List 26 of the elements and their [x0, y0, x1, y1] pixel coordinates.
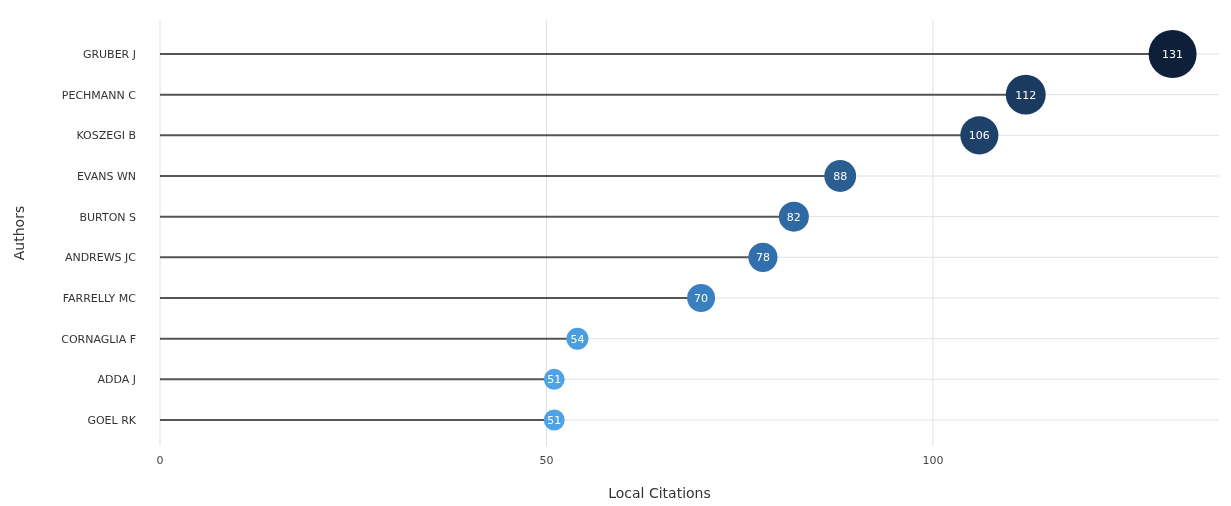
y-tick-label: GOEL RK: [87, 413, 137, 427]
data-label: 70: [694, 291, 709, 305]
x-axis-title: Local Citations: [608, 485, 711, 501]
y-tick-label: FARRELLY MC: [62, 291, 137, 305]
y-tick-label: GRUBER J: [82, 47, 136, 61]
y-tick-label: EVANS WN: [76, 169, 136, 183]
data-label: 78: [755, 251, 770, 265]
y-tick-label: ADDA J: [97, 373, 136, 387]
data-label: 54: [570, 332, 585, 346]
x-tick-label: 0: [156, 454, 164, 467]
data-label: 112: [1015, 88, 1037, 102]
point: [824, 160, 857, 192]
y-tick-label: KOSZEGI B: [76, 129, 136, 143]
data-label: 131: [1162, 47, 1184, 61]
data-label: 82: [786, 210, 801, 224]
x-tick-label: 100: [922, 454, 944, 467]
x-tick-label: 50: [539, 454, 554, 467]
data-label: 88: [833, 169, 848, 183]
data-label: 51: [547, 413, 562, 427]
y-tick-label: CORNAGLIA F: [61, 332, 136, 346]
y-tick-label: PECHMANN C: [61, 88, 137, 102]
y-tick-label: ANDREWS JC: [64, 251, 137, 265]
y-tick-label: BURTON S: [79, 210, 137, 224]
y-axis-title: Authors: [11, 205, 27, 261]
data-label: 51: [547, 373, 562, 387]
data-label: 106: [968, 129, 990, 143]
